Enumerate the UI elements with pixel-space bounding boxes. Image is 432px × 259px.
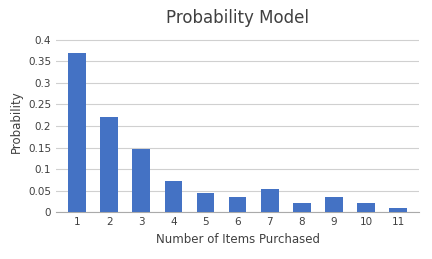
X-axis label: Number of Items Purchased: Number of Items Purchased <box>156 233 320 246</box>
Y-axis label: Probability: Probability <box>10 90 22 153</box>
Title: Probability Model: Probability Model <box>166 9 309 27</box>
Bar <box>325 197 343 212</box>
Bar <box>357 203 375 212</box>
Bar <box>229 197 246 212</box>
Bar <box>100 117 118 212</box>
Bar <box>261 189 279 212</box>
Bar <box>68 53 86 212</box>
Bar <box>293 203 311 212</box>
Bar <box>165 181 182 212</box>
Bar <box>133 149 150 212</box>
Bar <box>197 193 214 212</box>
Bar <box>389 208 407 212</box>
